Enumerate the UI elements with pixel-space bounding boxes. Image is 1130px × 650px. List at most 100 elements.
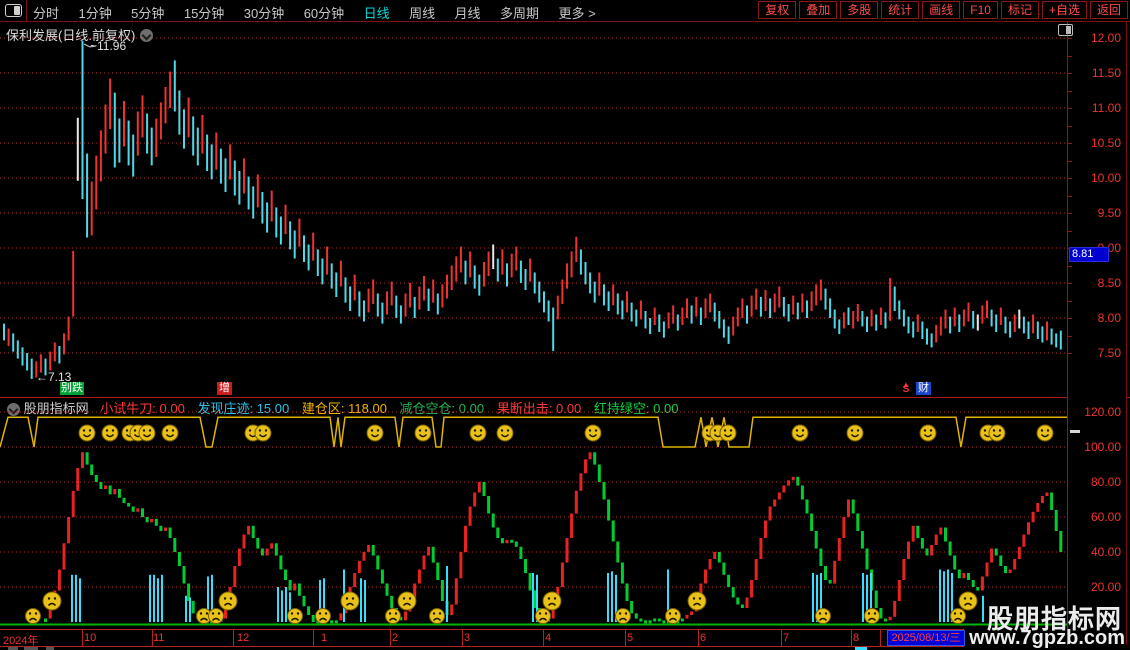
price-axis-label: 12.00: [1090, 31, 1121, 45]
draw-line-button[interactable]: 画线: [922, 1, 961, 19]
tab-60min[interactable]: 60分钟: [303, 6, 345, 21]
window-layout-icon[interactable]: [5, 4, 22, 17]
happy-face-icon: [101, 424, 119, 442]
event-marker-s[interactable]: ▲ S: [902, 380, 910, 395]
happy-face-icon: [138, 424, 156, 442]
tab-fenshi[interactable]: 分时: [33, 6, 60, 21]
tab-monthly[interactable]: 月线: [454, 6, 481, 21]
time-axis-label: 6: [700, 632, 707, 644]
indicator-axis-label: 80.00: [1090, 475, 1121, 489]
sad-face-icon: [25, 608, 41, 624]
sad-face-icon: [208, 608, 224, 624]
sad-face-icon: [315, 608, 331, 624]
happy-face-icon: [791, 424, 809, 442]
indicator-axis-label: 100.00: [1084, 440, 1121, 454]
add-watchlist-button[interactable]: +自选: [1041, 1, 1087, 19]
chevron-down-icon[interactable]: [140, 29, 154, 42]
tab-multi-period[interactable]: 多周期: [500, 6, 540, 21]
tab-15min[interactable]: 15分钟: [183, 6, 225, 21]
chevron-down-icon[interactable]: [7, 403, 20, 416]
overlay-button[interactable]: 叠加: [799, 1, 838, 19]
price-axis: 12.00 11.50 11.00 10.50 10.00 9.50 9.00 8.50 8.0…: [1067, 22, 1127, 645]
f10-button[interactable]: F10: [963, 1, 998, 19]
tab-30min[interactable]: 30分钟: [243, 6, 285, 21]
panel-divider[interactable]: [0, 397, 1130, 398]
price-axis-label: 9.50: [1097, 206, 1121, 220]
stats-button[interactable]: 统计: [881, 1, 920, 19]
top-toolbar: 分时 1分钟 5分钟 15分钟 30分钟 60分钟 日线 周线 月线 多周期 更…: [0, 0, 1130, 22]
param-jiancangkongcang: 减仓空仓: 0.00: [399, 401, 485, 416]
indicator-level-mark: [1070, 430, 1080, 433]
last-price-badge: 8.81: [1069, 247, 1109, 262]
fuquan-button[interactable]: 复权: [758, 1, 797, 19]
indicator-canvas[interactable]: [0, 398, 1067, 629]
sad-face-icon: [385, 608, 401, 624]
happy-face-icon: [919, 424, 937, 442]
happy-face-icon: [366, 424, 384, 442]
happy-face-icon: [496, 424, 514, 442]
indicator-axis-label: 40.00: [1090, 545, 1121, 559]
time-axis-label: 4: [545, 632, 552, 644]
current-date-badge: 2025/08/13/三: [887, 630, 965, 646]
event-marker-blue[interactable]: 财: [916, 382, 931, 395]
time-axis-label: 10: [84, 632, 97, 644]
sad-face-icon: [615, 608, 631, 624]
mark-button[interactable]: 标记: [1000, 1, 1039, 19]
tab-5min[interactable]: 5分钟: [131, 6, 165, 21]
sad-face-icon: [429, 608, 445, 624]
event-marker-red[interactable]: 增: [217, 382, 232, 395]
time-axis-label: 11: [153, 632, 165, 644]
sad-face-icon: [42, 591, 62, 611]
time-axis-label: 7: [783, 632, 790, 644]
sad-face-icon: [687, 591, 707, 611]
toolbar-divider: [26, 0, 27, 21]
right-edge-line: [1126, 22, 1127, 645]
price-axis-label: 8.00: [1097, 311, 1121, 325]
happy-face-icon: [1036, 424, 1054, 442]
sad-face-icon: [815, 608, 831, 624]
tab-weekly[interactable]: 周线: [409, 6, 436, 21]
happy-face-icon: [254, 424, 272, 442]
time-axis-label: 5: [627, 632, 634, 644]
toolbar-buttons: 复权 叠加 多股 统计 画线 F10 标记 +自选 返回: [758, 1, 1128, 19]
watermark-site-name: 股朋指标网: [986, 604, 1122, 634]
svg-text:~11.96: ~11.96: [90, 39, 126, 53]
clipped-panel-fragment: [855, 647, 867, 650]
sad-face-icon: [397, 591, 417, 611]
event-marker-green[interactable]: 别跌: [60, 382, 84, 395]
happy-face-icon: [414, 424, 432, 442]
sad-face-icon: [542, 591, 562, 611]
happy-face-icon: [584, 424, 602, 442]
clipped-panel-fragment: [8, 647, 18, 650]
tab-more[interactable]: 更多 >: [558, 6, 596, 21]
clipped-panel-fragment: [46, 647, 54, 650]
price-axis-label: 11.00: [1091, 101, 1121, 115]
indicator-axis-label: 20.00: [1090, 580, 1121, 594]
happy-face-icon: [161, 424, 179, 442]
happy-face-icon: [78, 424, 96, 442]
sad-face-icon: [535, 608, 551, 624]
price-axis-label: 10.00: [1090, 171, 1121, 185]
time-axis-label: 8: [853, 632, 860, 644]
time-axis-label: 1: [321, 632, 328, 644]
sad-face-icon: [287, 608, 303, 624]
time-axis-label: 3: [464, 632, 471, 644]
time-axis-label: 2: [392, 632, 399, 644]
sad-face-icon: [950, 608, 966, 624]
panel-maximize-icon[interactable]: [1058, 24, 1073, 36]
sad-face-icon: [958, 591, 978, 611]
happy-face-icon: [988, 424, 1006, 442]
main-chart-canvas[interactable]: ~11.96 ←7.13: [0, 22, 1067, 398]
svg-text:←7.13: ←7.13: [36, 370, 72, 384]
tab-daily[interactable]: 日线: [363, 6, 390, 21]
multi-stock-button[interactable]: 多股: [840, 1, 879, 19]
price-axis-label: 11.50: [1091, 66, 1121, 80]
tab-1min[interactable]: 1分钟: [78, 6, 112, 21]
param-guoduanchuji: 果断出击: 0.00: [496, 401, 582, 416]
watermark-url: www.7gpzb.com: [969, 627, 1125, 649]
sad-face-icon: [218, 591, 238, 611]
clipped-panel-fragment: [24, 647, 38, 650]
back-button[interactable]: 返回: [1089, 1, 1128, 19]
sad-face-icon: [665, 608, 681, 624]
